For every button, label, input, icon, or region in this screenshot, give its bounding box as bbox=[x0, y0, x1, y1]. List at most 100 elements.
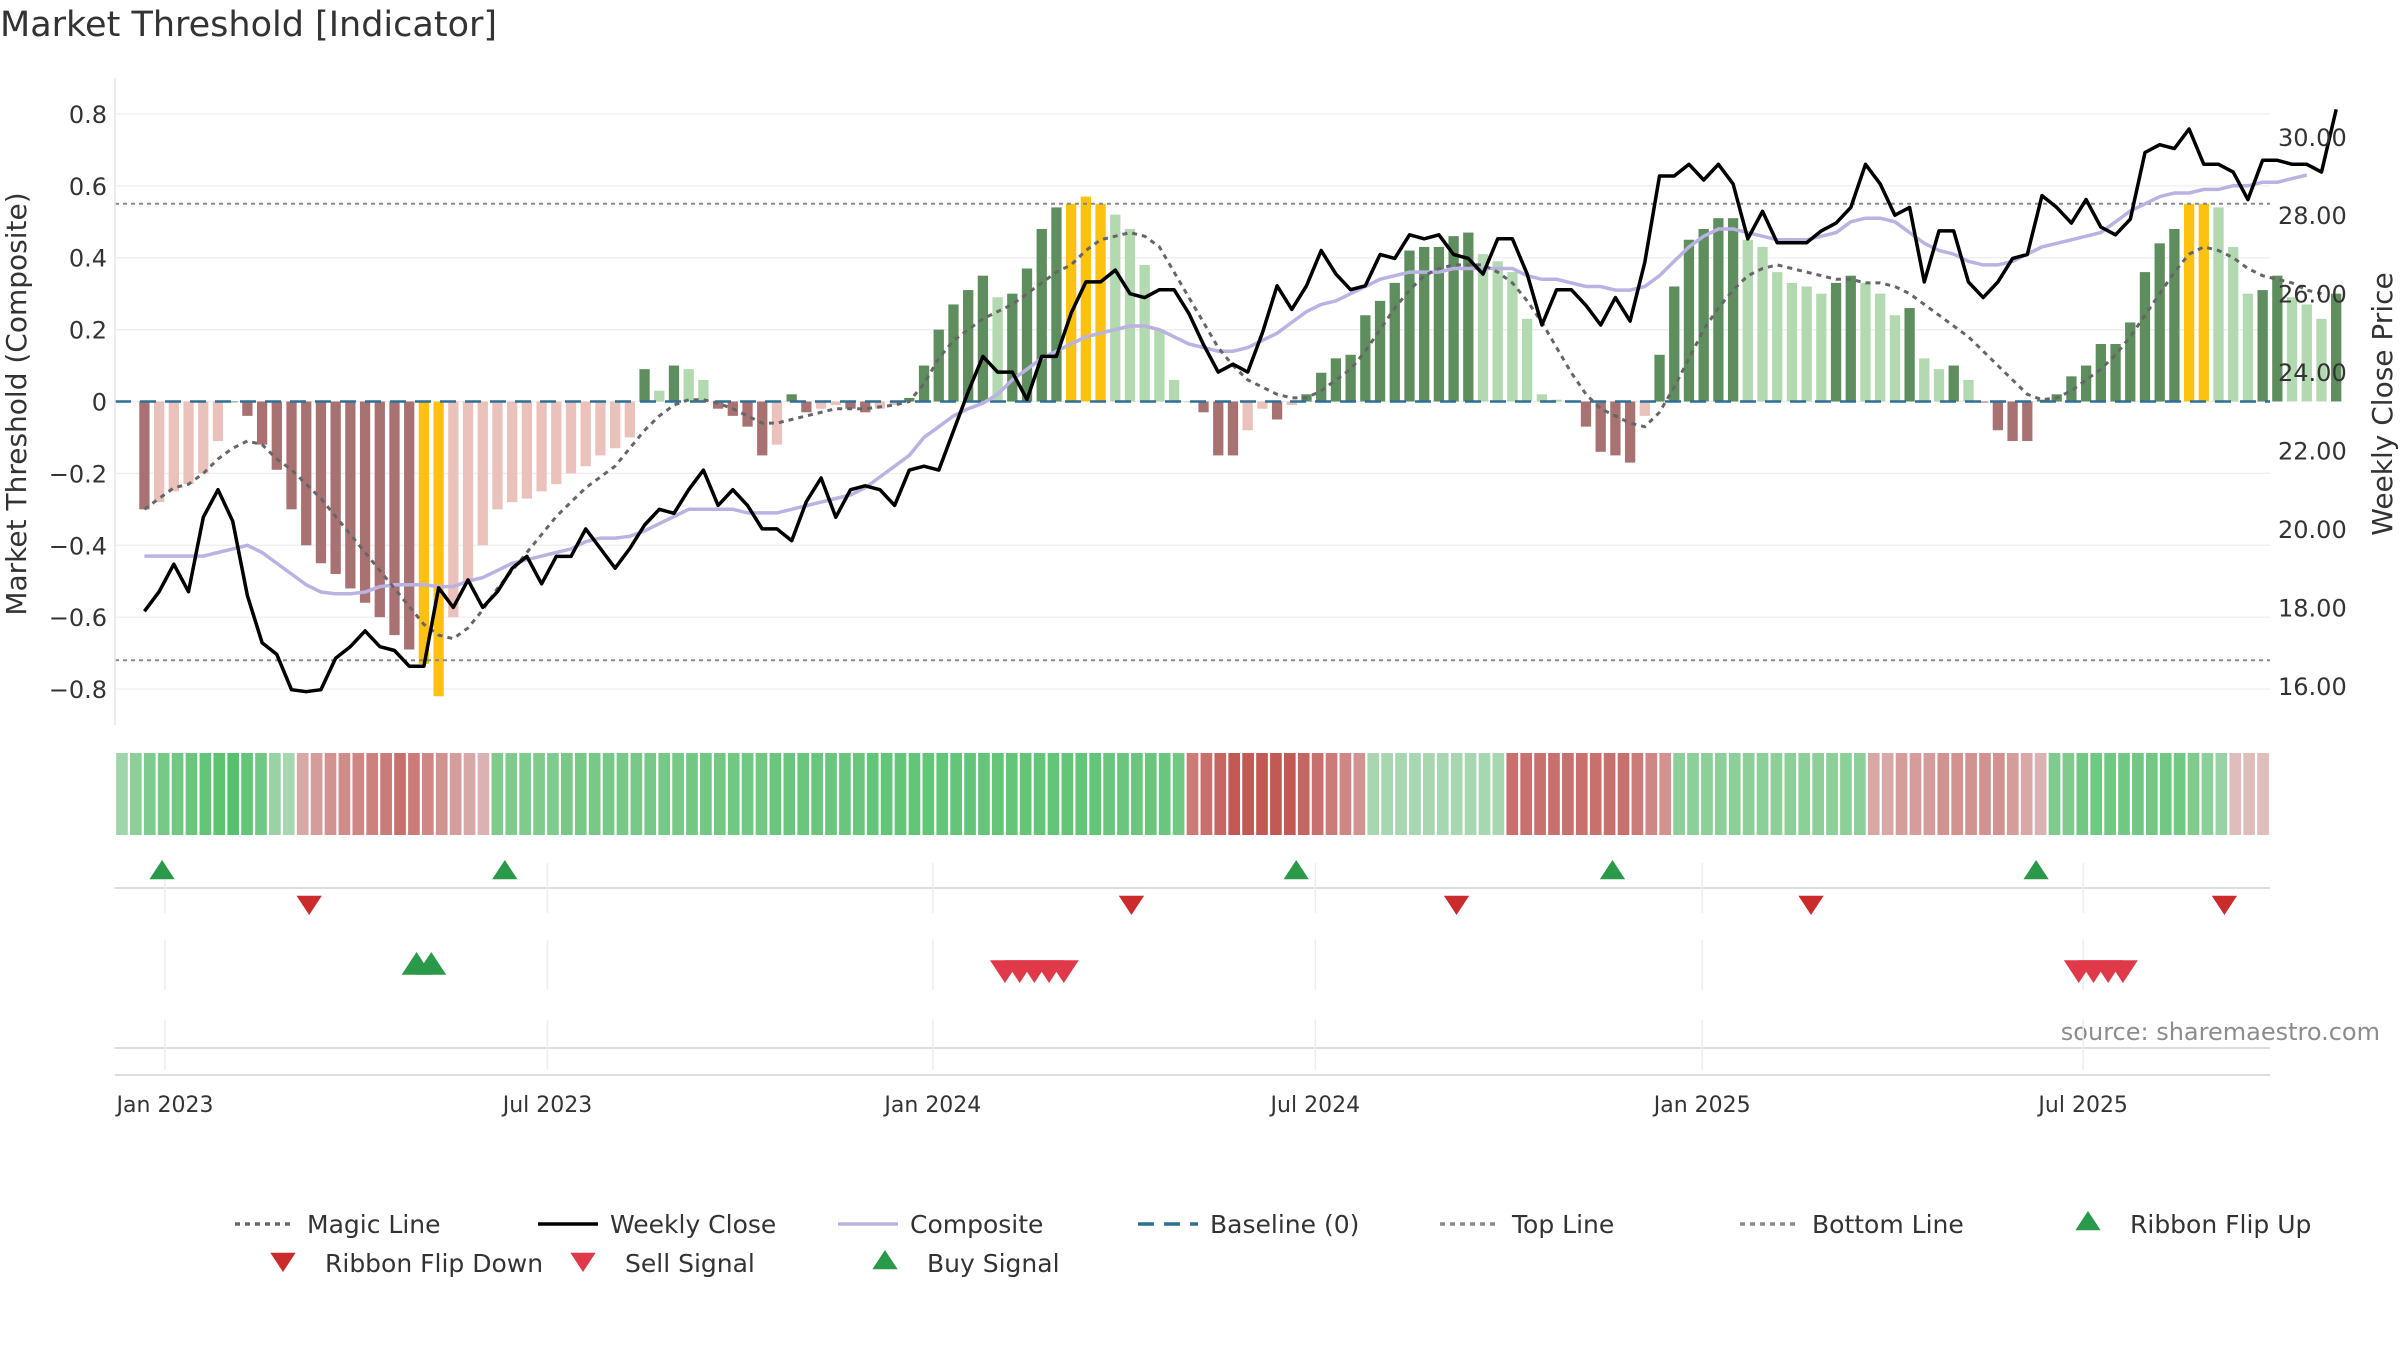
composite-bar bbox=[1595, 401, 1606, 452]
composite-bar bbox=[507, 401, 518, 503]
composite-bar bbox=[1168, 379, 1180, 402]
composite-bar bbox=[256, 401, 268, 445]
composite-bar bbox=[1345, 354, 1356, 402]
axes: 0.8 0.6 0.4 0.2 0 −0.2 −0.4 −0.6 −0.8 30.00 28.00 2… bbox=[49, 78, 2347, 725]
composite-bar bbox=[1080, 196, 1092, 402]
composite-bar bbox=[1463, 232, 1474, 402]
ribbon-segment bbox=[1756, 753, 1769, 835]
ribbon-segment bbox=[1409, 753, 1421, 835]
ribbon-segment bbox=[1909, 753, 1922, 835]
composite-bar bbox=[286, 401, 297, 510]
composite-bar bbox=[757, 401, 768, 456]
composite-bar bbox=[2080, 365, 2092, 402]
ribbon-segment bbox=[880, 753, 893, 835]
composite-bar bbox=[1639, 401, 1650, 416]
ribbon-segment bbox=[255, 753, 267, 835]
ribbon-segment bbox=[2145, 753, 2158, 835]
ribbon-segment bbox=[1423, 753, 1435, 835]
ribbon-segment bbox=[1339, 753, 1352, 835]
ribbon-flip-up-marker bbox=[1283, 860, 1309, 880]
composite-bar bbox=[521, 401, 533, 499]
legend-label: Ribbon Flip Down bbox=[325, 1249, 543, 1278]
composite-bar bbox=[345, 401, 356, 589]
composite-bar bbox=[1271, 401, 1283, 420]
ribbon-segment bbox=[1103, 753, 1115, 835]
ribbon-segment bbox=[1464, 753, 1477, 835]
ribbon-segment bbox=[1714, 753, 1727, 835]
composite-bar bbox=[830, 401, 841, 406]
ribbon-segment bbox=[2020, 753, 2033, 835]
chart-title: Market Threshold [Indicator] bbox=[0, 5, 497, 45]
composite-bar bbox=[2183, 203, 2195, 402]
composite-bar bbox=[1772, 272, 1783, 402]
y2-tick-label: 26.00 bbox=[2278, 281, 2347, 309]
composite-bar bbox=[301, 401, 312, 546]
ribbon-segment bbox=[2034, 753, 2047, 835]
composite-bar bbox=[918, 365, 930, 402]
ribbon-segment bbox=[1228, 753, 1241, 835]
legend-swatch bbox=[2075, 1211, 2101, 1231]
ribbon-segment bbox=[1687, 753, 1699, 835]
ribbon-segment bbox=[269, 753, 281, 835]
ribbon-segment bbox=[1701, 753, 1713, 835]
composite-bar bbox=[1978, 401, 1989, 403]
ribbon-segment bbox=[1436, 753, 1449, 835]
ribbon-segment bbox=[1895, 753, 1908, 835]
ribbon-segment bbox=[1117, 753, 1129, 835]
composite-bar bbox=[1051, 207, 1062, 402]
ribbon-segment bbox=[394, 753, 406, 835]
composite-bar bbox=[1551, 399, 1562, 402]
ribbon-segment bbox=[1353, 753, 1366, 835]
composite-bar bbox=[595, 401, 606, 456]
y-tick-label: 0.2 bbox=[69, 317, 107, 345]
composite-bar bbox=[1536, 394, 1548, 402]
composite-bar bbox=[1021, 268, 1033, 402]
trend-ribbon bbox=[116, 753, 2269, 835]
composite-bar bbox=[948, 304, 959, 402]
legend-item: Magic Line bbox=[235, 1210, 441, 1239]
composite-bar bbox=[815, 401, 827, 409]
composite-bar bbox=[1139, 264, 1150, 402]
x-axis: Jan 2023 Jul 2023 Jan 2024 Jul 2024 Jan 2025… bbox=[115, 1093, 2128, 1118]
ribbon-segment bbox=[1881, 753, 1894, 835]
composite-bar bbox=[2154, 243, 2165, 402]
composite-bar bbox=[2125, 322, 2136, 402]
ribbon-segment bbox=[936, 753, 949, 835]
ribbon-segment bbox=[2006, 753, 2019, 835]
composite-bar bbox=[1654, 354, 1665, 402]
composite-bar bbox=[668, 365, 680, 402]
ribbon-flip-down-marker bbox=[1798, 895, 1824, 915]
composite-bar bbox=[183, 401, 194, 485]
legend-label: Bottom Line bbox=[1812, 1210, 1964, 1239]
composite-bar bbox=[742, 401, 753, 427]
ribbon-segment bbox=[2159, 753, 2172, 835]
composite-bar bbox=[845, 401, 856, 409]
ribbon-segment bbox=[435, 753, 448, 835]
ribbon-segment bbox=[1951, 753, 1964, 835]
composite-bar bbox=[1816, 293, 1827, 402]
ribbon-segment bbox=[1131, 753, 1143, 835]
composite-bar bbox=[860, 401, 871, 413]
ribbon-segment bbox=[2173, 753, 2186, 835]
composite-bar bbox=[2228, 246, 2239, 402]
legend-item: Top Line bbox=[1440, 1210, 1614, 1239]
ribbon-segment bbox=[1186, 753, 1199, 835]
weekly-close-line bbox=[142, 109, 2338, 694]
composite-bar bbox=[1904, 308, 1915, 402]
composite-bar bbox=[683, 369, 694, 402]
x-tick-label: Jul 2024 bbox=[1269, 1093, 1361, 1118]
ribbon-segment bbox=[505, 753, 518, 835]
ribbon-segment bbox=[1826, 753, 1838, 835]
ribbon-segment bbox=[1575, 753, 1588, 835]
y2-tick-label: 18.00 bbox=[2278, 594, 2347, 622]
ribbon-segment bbox=[1840, 753, 1852, 835]
ribbon-flip-up-marker bbox=[1599, 860, 1626, 880]
ribbon-segment bbox=[783, 753, 796, 835]
composite-bar bbox=[874, 401, 886, 409]
ribbon-segment bbox=[2201, 753, 2214, 835]
composite-bar bbox=[2257, 290, 2268, 402]
x-tick-label: Jan 2023 bbox=[115, 1093, 214, 1118]
ribbon-segment bbox=[2215, 753, 2228, 835]
composite-bar bbox=[227, 401, 238, 403]
